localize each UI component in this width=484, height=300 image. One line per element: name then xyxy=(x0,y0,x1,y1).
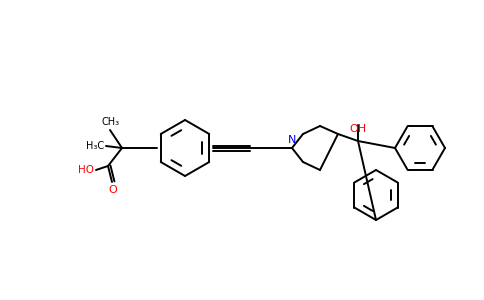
Text: CH₃: CH₃ xyxy=(102,117,120,127)
Text: N: N xyxy=(288,135,296,145)
Text: OH: OH xyxy=(349,124,366,134)
Text: O: O xyxy=(108,185,118,195)
Text: HO: HO xyxy=(78,165,94,175)
Text: H₃C: H₃C xyxy=(86,141,104,151)
